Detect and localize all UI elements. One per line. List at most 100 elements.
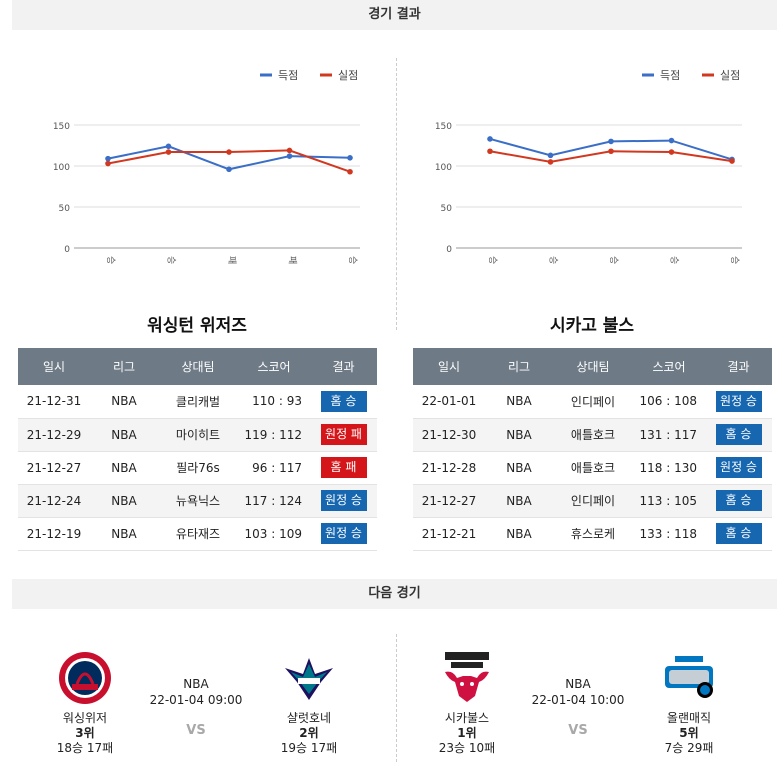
cell-score: 110 : 93 [238, 385, 310, 419]
data-point [347, 168, 353, 175]
result-badge: 홈 승 [715, 523, 762, 544]
cell-result: 홈 승 [705, 418, 772, 452]
match-2-home-rank: 1위 [457, 726, 477, 740]
next-match-2[interactable]: 시카불스 1위 23승 10패 NBA 22-01-04 10:00 VS 올랜… [396, 650, 776, 760]
team-title-washington: 워싱턴 위저즈 [147, 316, 247, 336]
table-row: 21-12-24 NBA 뉴욕닉스 117 : 124 원정 승 [18, 484, 377, 518]
match-2-away-team[interactable]: 올랜매직 5위 7승 29패 [644, 650, 734, 756]
cell-result: 홈 승 [310, 385, 377, 419]
match-2-home-team[interactable]: 시카불스 1위 23승 10패 [422, 650, 512, 756]
cell-date: 21-12-21 [413, 517, 485, 551]
match-2-home-name: 시카불스 [444, 711, 490, 725]
cell-opponent[interactable]: 애틀호크 [553, 418, 633, 452]
match-2-vs: VS [568, 723, 588, 738]
cell-date: 21-12-28 [413, 451, 485, 485]
data-point [608, 148, 614, 155]
y-tick-label: 100 [53, 163, 70, 173]
cell-opponent[interactable]: 필라76s [158, 451, 238, 485]
table-row: 21-12-30 NBA 애틀호크 131 : 117 홈 승 [413, 418, 772, 452]
result-badge: 홈 승 [320, 390, 367, 412]
magic-logo-icon [661, 650, 717, 706]
next-match-1[interactable]: 워싱위저 3위 18승 17패 NBA 22-01-04 09:00 VS 샬럿… [10, 650, 390, 760]
results-section-title: 경기 결과 [368, 7, 421, 22]
match-2-away-name: 올랜매직 [666, 711, 712, 725]
cell-opponent[interactable]: 인디페이 [553, 385, 633, 419]
col-opponent: 상대팀 [553, 348, 633, 385]
cell-result: 원정 승 [310, 484, 377, 518]
cell-date: 21-12-19 [18, 517, 90, 551]
next-section-header: 다음 경기 [12, 579, 777, 609]
cell-score: 117 : 124 [238, 484, 310, 518]
cell-league: NBA [485, 418, 553, 452]
cell-date: 21-12-29 [18, 418, 90, 452]
data-point [105, 155, 111, 162]
cell-opponent[interactable]: 마이히트 [158, 418, 238, 452]
result-badge: 홈 승 [715, 424, 762, 445]
cell-opponent[interactable]: 뉴욕닉스 [158, 484, 238, 518]
legend-label-0: 득점 [660, 69, 680, 82]
cell-result: 원정 승 [310, 517, 377, 551]
data-point [226, 149, 232, 155]
y-tick-label: 0 [446, 245, 452, 255]
y-tick-label: 150 [53, 122, 70, 132]
data-point [729, 158, 735, 164]
result-badge: 원정 승 [715, 457, 762, 478]
data-point [547, 152, 554, 159]
cell-date: 21-12-24 [18, 484, 90, 518]
match-2-league: NBA [565, 677, 591, 691]
chart-chicago: 득점 실점 0 50 100 150 승 승 승 승 승 [435, 69, 742, 264]
data-point [487, 136, 493, 142]
x-tick-label: 승 [608, 256, 619, 264]
x-tick-label: 승 [487, 256, 498, 264]
cell-score: 119 : 112 [238, 418, 310, 452]
legend-label-1: 실점 [720, 69, 740, 82]
x-tick-label: 승 [166, 256, 177, 264]
cell-opponent[interactable]: 유타재즈 [158, 517, 238, 551]
legend-label-0: 득점 [278, 69, 298, 82]
cell-result: 원정 승 [705, 385, 772, 419]
cell-opponent[interactable]: 인디페이 [553, 484, 633, 518]
cell-result: 홈 승 [705, 484, 772, 518]
table-row: 22-01-01 NBA 인디페이 106 : 108 원정 승 [413, 385, 772, 419]
cell-date: 21-12-27 [413, 484, 485, 518]
cell-league: NBA [485, 385, 553, 419]
y-tick-label: 0 [64, 245, 70, 255]
match-1-home-team[interactable]: 워싱위저 3위 18승 17패 [40, 650, 130, 756]
x-tick-label: 승 [729, 256, 740, 264]
wizards-logo-icon [57, 650, 113, 706]
col-opponent: 상대팀 [158, 348, 238, 385]
table-row: 21-12-27 NBA 필라76s 96 : 117 홈 패 [18, 451, 377, 485]
cell-date: 21-12-31 [18, 385, 90, 419]
match-2-home-record: 23승 10패 [438, 741, 496, 755]
cell-opponent[interactable]: 클리캐벌 [158, 385, 238, 419]
cell-date: 21-12-27 [18, 451, 90, 485]
next-section-title: 다음 경기 [368, 586, 421, 601]
cell-result: 원정 승 [705, 451, 772, 485]
legend-label-1: 실점 [338, 69, 358, 82]
match-1-away-team[interactable]: 샬럿호네 2위 19승 17패 [264, 650, 354, 756]
result-badge: 원정 패 [320, 424, 367, 445]
bulls-logo-icon [439, 650, 495, 706]
table-row: 21-12-28 NBA 애틀호크 118 : 130 원정 승 [413, 451, 772, 485]
data-point [226, 166, 232, 173]
cell-league: NBA [90, 451, 158, 485]
match-1-home-rank: 3위 [75, 726, 95, 740]
result-badge: 홈 패 [320, 457, 367, 478]
cell-result: 홈 패 [310, 451, 377, 485]
cell-result: 원정 패 [310, 418, 377, 452]
cell-score: 113 : 105 [633, 484, 705, 518]
cell-league: NBA [485, 451, 553, 485]
cell-score: 118 : 130 [633, 451, 705, 485]
cell-league: NBA [485, 484, 553, 518]
cell-league: NBA [90, 484, 158, 518]
match-1-away-name: 샬럿호네 [286, 711, 332, 725]
cell-league: NBA [90, 517, 158, 551]
col-result: 결과 [705, 348, 772, 385]
cell-opponent[interactable]: 애틀호크 [553, 451, 633, 485]
match-1-datetime: 22-01-04 09:00 [149, 693, 243, 707]
cell-date: 22-01-01 [413, 385, 485, 419]
col-score: 스코어 [238, 348, 310, 385]
cell-opponent[interactable]: 휴스로케 [553, 517, 633, 551]
result-badge: 홈 승 [715, 490, 762, 511]
x-tick-label: 패 [226, 256, 237, 264]
